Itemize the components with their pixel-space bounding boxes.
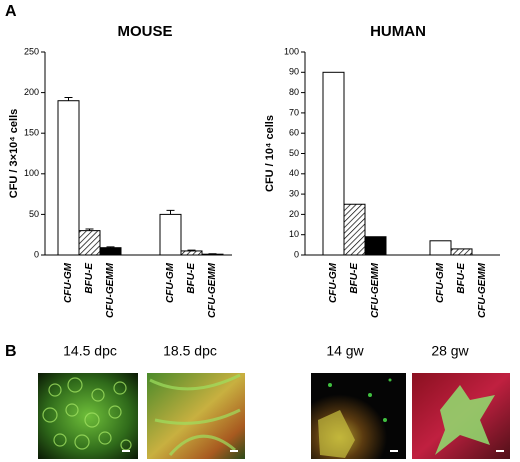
y-tick-label: 10 <box>289 229 299 239</box>
micrographs <box>38 373 510 459</box>
y-tick-label: 80 <box>289 87 299 97</box>
x-tick-label: CFU-GEMM <box>105 262 116 318</box>
y-tick-label: 0 <box>34 249 39 259</box>
y-axis-label: CFU / 3×10⁴ cells <box>8 109 20 199</box>
chart-title: MOUSE <box>117 23 172 40</box>
group-label: 14.5 dpc <box>63 343 117 359</box>
x-tick-label: CFU-GEMM <box>207 262 218 318</box>
y-tick-label: 50 <box>29 209 39 219</box>
bar <box>429 240 452 256</box>
x-tick-label: BFU-E <box>186 263 197 294</box>
y-tick-label: 20 <box>289 209 299 219</box>
x-tick-label: CFU-GM <box>165 262 176 303</box>
group-label: 14 gw <box>326 343 364 359</box>
x-tick-label: CFU-GM <box>328 262 339 303</box>
x-tick-label: CFU-GM <box>63 262 74 303</box>
y-tick-label: 150 <box>24 128 39 138</box>
y-tick-label: 90 <box>289 67 299 77</box>
panel-label: B <box>5 343 17 360</box>
bar <box>57 100 80 256</box>
y-tick-label: 70 <box>289 107 299 117</box>
bar <box>159 213 182 256</box>
error-bar <box>85 228 94 231</box>
y-axis-label: CFU / 10⁴ cells <box>264 115 276 192</box>
bar <box>78 230 101 256</box>
y-tick-label: 100 <box>284 46 299 56</box>
bar <box>343 203 366 256</box>
bar <box>364 236 387 256</box>
bar <box>322 71 345 256</box>
panel-label: A <box>5 3 17 20</box>
y-tick-label: 100 <box>24 168 39 178</box>
y-tick-label: 60 <box>289 128 299 138</box>
chart-title: HUMAN <box>370 23 426 40</box>
x-tick-label: BFU-E <box>456 263 467 294</box>
y-tick-label: 50 <box>289 148 299 158</box>
x-tick-label: BFU-E <box>84 263 95 294</box>
y-tick-label: 250 <box>24 46 39 56</box>
y-tick-label: 30 <box>289 188 299 198</box>
bar <box>450 248 473 256</box>
y-tick-label: 0 <box>294 249 299 259</box>
bar <box>180 250 203 256</box>
x-tick-label: BFU-E <box>349 263 360 294</box>
error-bar <box>64 96 73 101</box>
x-tick-label: CFU-GEMM <box>477 262 488 318</box>
x-tick-label: CFU-GEMM <box>370 262 381 318</box>
bar <box>201 253 224 256</box>
y-tick-label: 200 <box>24 87 39 97</box>
error-bar <box>106 246 115 248</box>
group-label: 28 gw <box>431 343 469 359</box>
y-tick-label: 40 <box>289 168 299 178</box>
error-bar <box>166 209 175 215</box>
bar <box>99 247 122 256</box>
group-label: 18.5 dpc <box>163 343 217 359</box>
error-bar <box>187 249 196 251</box>
x-tick-label: CFU-GM <box>435 262 446 303</box>
